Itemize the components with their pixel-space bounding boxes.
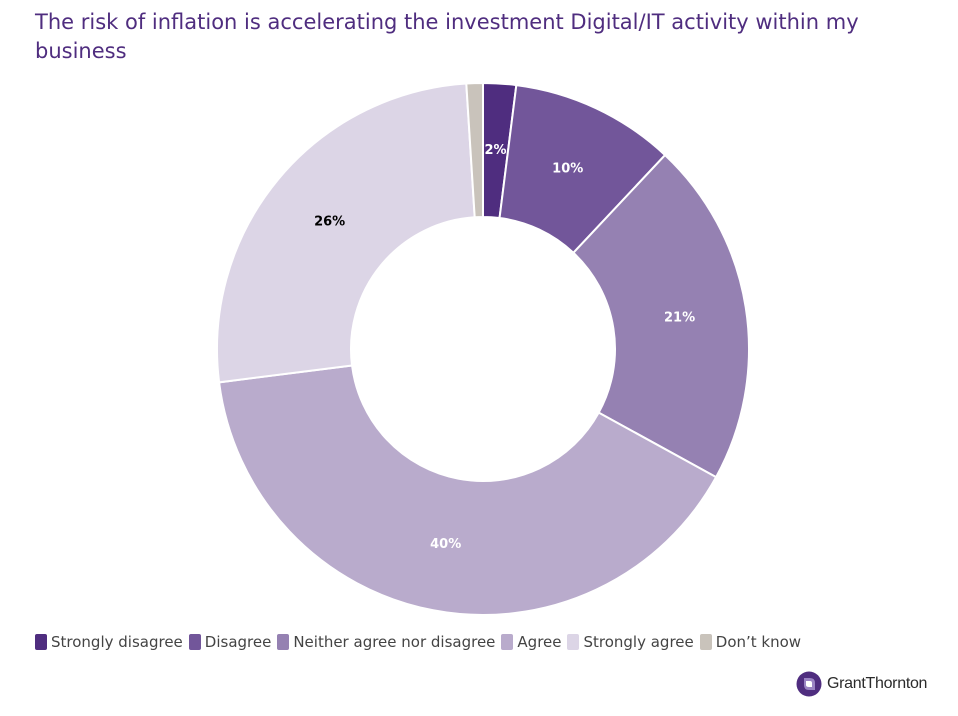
legend-label: Strongly disagree	[51, 633, 183, 651]
legend-swatch	[501, 634, 514, 650]
legend-item: Neither agree nor disagree	[277, 633, 495, 651]
logo-text: GrantThornton	[827, 675, 928, 692]
slice-data-label: 2%	[484, 143, 506, 158]
legend-swatch	[699, 634, 712, 650]
legend-label: Disagree	[204, 633, 272, 651]
legend-swatch	[35, 634, 47, 650]
donut-slice	[216, 82, 476, 384]
donut-slice	[465, 81, 484, 219]
chart-legend: Strongly disagree Disagree Neither agree n…	[35, 633, 807, 651]
legend-item: Strongly disagree	[35, 633, 183, 651]
slice-data-label: 26%	[314, 215, 345, 230]
grant-thornton-logo: GrantThornton	[796, 671, 927, 697]
legend-item: Don’t know	[699, 633, 802, 651]
legend-label: Strongly agree	[583, 633, 694, 651]
legend-label: Don’t know	[715, 633, 802, 651]
legend-swatch	[567, 634, 580, 650]
grant-thornton-logo-icon	[796, 671, 822, 697]
donut-slice	[217, 364, 718, 616]
legend-item: Strongly agree	[567, 633, 694, 651]
slice-data-label: 40%	[430, 537, 461, 552]
donut-slice	[571, 153, 750, 479]
slice-data-label: 10%	[552, 161, 583, 176]
legend-label: Agree	[517, 633, 562, 651]
slice-data-label: 21%	[664, 310, 695, 325]
legend-item: Disagree	[188, 633, 272, 651]
legend-label: Neither agree nor disagree	[293, 633, 496, 651]
legend-swatch	[277, 634, 290, 650]
legend-item: Agree	[501, 633, 561, 651]
chart-title: The risk of inflation is accelerating th…	[35, 10, 859, 63]
legend-swatch	[188, 634, 201, 650]
